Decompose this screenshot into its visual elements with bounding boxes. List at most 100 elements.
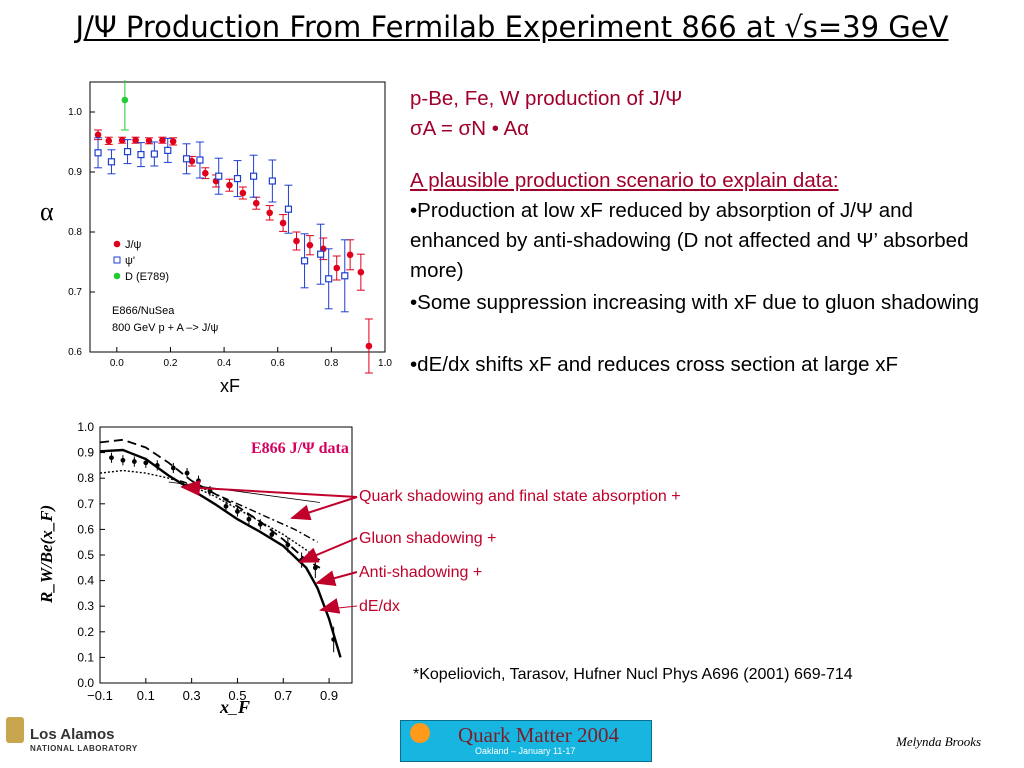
chart1-ytick-label: 1.0 <box>68 107 82 118</box>
chart2-point <box>269 532 275 537</box>
chart1-point-psiprime <box>317 250 325 258</box>
anti-shadowing-label: Anti-shadowing + <box>359 564 483 581</box>
chart2-point <box>331 637 337 642</box>
chart2-ytick-label: 0.5 <box>77 548 94 562</box>
chart1-point-psiprime <box>182 155 191 163</box>
alpha-vs-xf-chart: 0.0 0.2 0.4 0.6 0.8 1.0 0.6 0.7 0.8 0.9 1.0 α xF J… <box>40 80 392 396</box>
chart1-point <box>279 219 287 227</box>
chart1-ytick-label: 0.7 <box>68 287 82 298</box>
chart1-point <box>226 181 233 189</box>
chart2-xtick-label: 0.3 <box>183 688 201 703</box>
chart1-xtick-label: 0.4 <box>217 358 231 369</box>
chart1-xtick-label: 1.0 <box>378 358 392 369</box>
chart1-point <box>132 136 139 144</box>
chart2-ytick-label: 0.7 <box>77 497 94 511</box>
chart1-legend-marker <box>113 272 121 280</box>
chart2-ytick-label: 0.2 <box>77 625 94 639</box>
arrow-dedx <box>319 598 341 614</box>
chart1-legend-label: D (E789) <box>125 271 169 283</box>
chart1-legend-marker <box>113 240 121 248</box>
chart2-point <box>170 465 176 471</box>
chart1-ytick-label: 0.6 <box>68 347 82 358</box>
chart1-ytick-label: 0.9 <box>68 167 82 178</box>
chart1-point <box>202 169 209 177</box>
chart2-point <box>131 459 137 464</box>
e866-data-label: E866 J/Ψ data <box>251 440 349 457</box>
chart2-point <box>223 503 229 509</box>
chart1-xlabel: xF <box>220 376 240 396</box>
arrow-quark-shadowing <box>290 496 358 521</box>
chart1-point <box>346 251 354 259</box>
chart1-point <box>320 245 327 253</box>
chart2-point <box>120 457 126 463</box>
lanl-name: Los Alamos <box>30 726 115 743</box>
chart1-annotation-line2: 800 GeV p + A –> J/ψ <box>112 322 218 334</box>
chart1-point-psiprime <box>300 257 309 265</box>
chart1-xtick-label: 0.6 <box>271 358 285 369</box>
chart1-point <box>306 241 314 249</box>
chart2-ytick-label: 0.0 <box>77 676 94 690</box>
gluon-shadowing-label: Gluon shadowing + <box>359 530 497 547</box>
chart2-xlabel: x_F <box>219 697 250 715</box>
chart1-xtick-label: 0.0 <box>110 358 124 369</box>
chart1-point-psiprime <box>107 158 116 166</box>
chart2-ytick-label: 0.3 <box>77 599 94 613</box>
lanl-subtitle: NATIONAL LABORATORY <box>30 744 138 753</box>
chart1-point-psiprime <box>268 177 276 185</box>
alpha-formula: σA = σN • Aα <box>410 117 529 140</box>
chart1-point-psiprime <box>164 146 172 155</box>
chart1-point <box>252 199 260 207</box>
chart1-point <box>188 157 196 165</box>
rwbe-vs-xf-chart: −0.1 0.1 0.3 0.5 0.7 0.9 0.0 0.1 0.2 0.3 0.4 0.5 0.6… <box>37 420 353 715</box>
chart2-point <box>154 463 160 468</box>
quark-matter-banner <box>400 720 652 762</box>
chart1-annotation-line1: E866/NuSea <box>112 305 175 317</box>
chart2-point <box>312 565 318 571</box>
chart1-point-psiprime <box>233 174 242 183</box>
chart1-point-psiprime <box>325 275 333 283</box>
conference-title: Quark Matter 2004 <box>458 723 619 747</box>
chart1-point <box>365 342 373 350</box>
chart1-point-psiprime <box>123 147 132 156</box>
arrow-dedx-line <box>337 605 358 609</box>
chart2-ytick-label: 0.6 <box>77 522 94 536</box>
chart1-point-psiprime <box>150 150 158 158</box>
chart1-point <box>169 138 177 145</box>
chart1-ylabel: α <box>40 197 54 226</box>
quark-shadowing-label: Quark shadowing and final state absorpti… <box>359 488 681 505</box>
chart2-ylabel: R_W/Be(x_F) <box>37 505 56 604</box>
chart1-ytick-label: 0.8 <box>68 227 82 238</box>
chart2-point <box>235 509 240 514</box>
chart1-xtick-label: 0.2 <box>164 358 178 369</box>
conference-subtitle: Oakland – January 11-17 <box>475 746 576 756</box>
chart2-point <box>257 521 263 527</box>
chart2-xtick-label: 0.7 <box>274 688 292 703</box>
chart1-legend-label: ψ' <box>125 255 135 267</box>
chart1-point <box>105 137 113 145</box>
chart1-point <box>333 264 341 272</box>
chart2-ytick-label: 0.9 <box>77 446 94 460</box>
chart2-ytick-label: 1.0 <box>77 420 94 434</box>
chart2-xtick-label: 0.9 <box>320 688 338 703</box>
chart1-point <box>266 209 273 217</box>
chart1-xtick-label: 0.8 <box>324 358 338 369</box>
chart2-point <box>143 460 149 466</box>
chart1-point <box>121 96 129 104</box>
bullet-1: •Production at low xF reduced by absorpt… <box>410 199 969 282</box>
chart1-point <box>357 268 365 276</box>
chart1-point-psiprime <box>249 172 258 180</box>
chart1-frame <box>89 81 386 353</box>
chart2-point <box>109 455 114 461</box>
chart1-point <box>118 136 126 144</box>
chart2-curve-dash-dot <box>179 480 318 543</box>
chart1-point-psiprime <box>215 172 223 180</box>
chart1-point <box>293 237 300 245</box>
chart1-point-psiprime <box>94 149 102 157</box>
chart2-point <box>246 516 252 522</box>
bullet-3: •dE/dx shifts xF and reduces cross secti… <box>410 353 898 376</box>
chart1-point <box>239 189 247 197</box>
bullet-2: •Some suppression increasing with xF due… <box>410 291 979 314</box>
arrow-quark-to-curve <box>180 480 358 498</box>
chart2-ytick-label: 0.8 <box>77 471 94 485</box>
